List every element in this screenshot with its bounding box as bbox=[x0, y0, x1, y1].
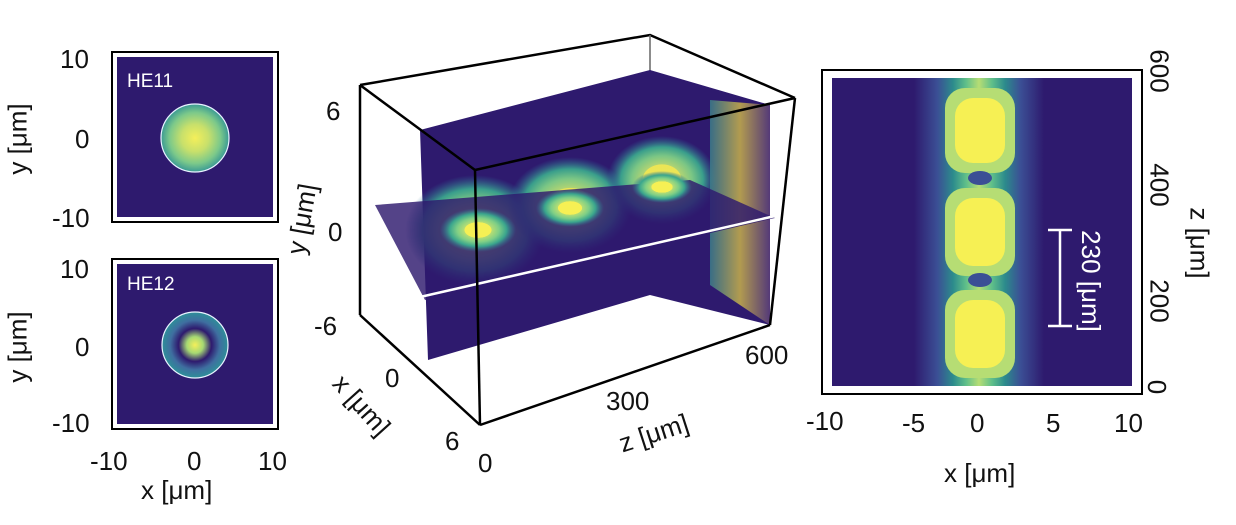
xz-xtick-neg10: -10 bbox=[806, 406, 844, 436]
he12-xtick-right: 10 bbox=[258, 446, 287, 476]
he11-ytick-bottom: -10 bbox=[52, 203, 90, 233]
he12-ytick-bottom: -10 bbox=[52, 408, 90, 438]
he11-title: HE11 bbox=[127, 71, 174, 92]
he12-title: HE12 bbox=[127, 274, 175, 295]
xz-ztick-400: 400 bbox=[1144, 163, 1175, 207]
he12-ytick-top: 10 bbox=[60, 254, 89, 284]
xz-xtick-5: 5 bbox=[1046, 408, 1061, 438]
xz-scale-label: 230 [μm] bbox=[1075, 230, 1106, 332]
he11-ylabel: y [μm] bbox=[2, 103, 33, 175]
view3d-xtick-0: 0 bbox=[385, 363, 400, 393]
xz-ztick-0: 0 bbox=[1142, 379, 1173, 395]
view3d-ztick-300: 300 bbox=[606, 386, 650, 416]
he12-ytick-mid: 0 bbox=[75, 332, 90, 362]
view3d-ytick-mid: 0 bbox=[328, 217, 343, 247]
xz-ztick-200: 200 bbox=[1144, 279, 1175, 323]
he11-mode-image bbox=[111, 51, 279, 223]
view3d-xtick-6: 6 bbox=[445, 426, 460, 456]
he12-xtick-mid: 0 bbox=[187, 446, 202, 476]
view3d-ztick-600: 600 bbox=[745, 340, 789, 370]
view3d-figure bbox=[358, 33, 797, 427]
xz-field-image bbox=[821, 69, 1143, 395]
xz-xtick-neg5: -5 bbox=[902, 408, 926, 438]
he12-mode-image bbox=[111, 258, 279, 430]
view3d-ytick-top: 6 bbox=[326, 96, 341, 126]
xz-ztick-600: 600 bbox=[1144, 49, 1175, 93]
xz-zlabel: z [μm] bbox=[1184, 207, 1215, 279]
he12-ylabel: y [μm] bbox=[2, 311, 33, 383]
he11-ytick-mid: 0 bbox=[75, 124, 90, 154]
he12-xlabel: x [μm] bbox=[141, 475, 213, 505]
he12-xtick-left: -10 bbox=[90, 446, 128, 476]
view3d-ztick-0: 0 bbox=[478, 448, 493, 478]
he11-ytick-top: 10 bbox=[60, 44, 89, 74]
xz-xlabel: x [μm] bbox=[944, 458, 1016, 488]
view3d-ytick-bottom: -6 bbox=[314, 311, 338, 341]
xz-xtick-10: 10 bbox=[1114, 408, 1143, 438]
xz-xtick-0: 0 bbox=[970, 408, 985, 438]
